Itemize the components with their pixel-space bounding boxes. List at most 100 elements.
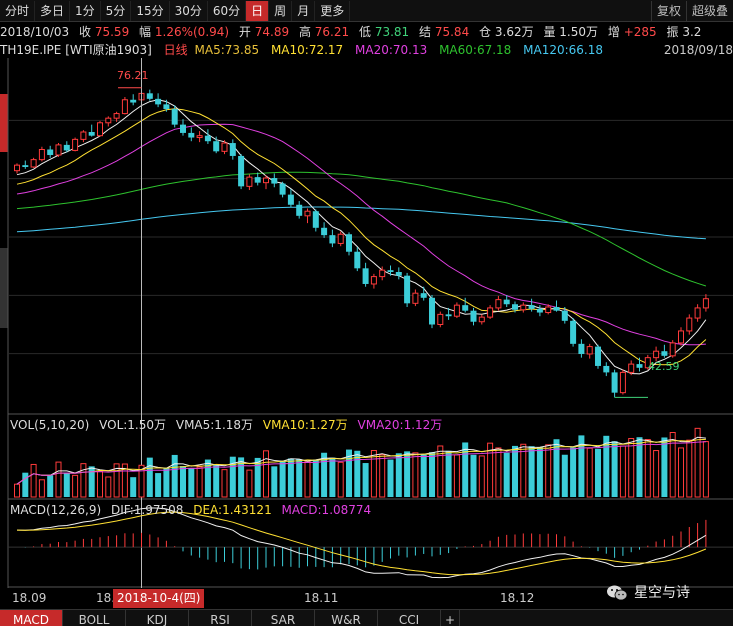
period-tab[interactable]: 15分 (131, 0, 170, 21)
candle-body (686, 317, 693, 332)
indicator-tab[interactable]: MACD (0, 610, 63, 626)
candle-body (130, 99, 137, 103)
candle-body (321, 227, 328, 236)
candle-body (346, 234, 352, 252)
candle-body (611, 372, 618, 393)
wechat-icon (607, 585, 628, 601)
ma5-line (16, 99, 707, 375)
candle-body (661, 351, 668, 356)
candle-body (487, 307, 494, 318)
indicator-tab[interactable]: SAR (252, 610, 315, 626)
volume-bar (379, 454, 386, 498)
line-type[interactable]: 日线 (163, 43, 188, 57)
indicator-tab[interactable]: W&R (315, 610, 378, 626)
candle-body (354, 251, 361, 269)
quote-info-bar: 2018/10/03 收 75.59 幅 1.26%(0.94) 开 74.89… (0, 22, 733, 42)
volume-bar (603, 435, 610, 497)
volume-bar (370, 450, 377, 498)
volume-bar (628, 438, 635, 498)
candle-body (22, 165, 29, 167)
vol-indicator-name[interactable]: VOL(5,10,20) (10, 418, 90, 432)
indicator-tab[interactable]: RSI (189, 610, 252, 626)
period-tab[interactable]: 更多 (315, 0, 351, 21)
x-tick-label: 18. (96, 591, 116, 605)
indicator-tab[interactable]: KDJ (126, 610, 189, 626)
period-tab[interactable]: 周 (269, 0, 293, 21)
candle-body (38, 149, 45, 161)
candle-body (213, 141, 220, 152)
volume-bar (171, 454, 178, 497)
candle-body (163, 104, 170, 109)
change-value: 1.26%(0.94) (154, 25, 230, 39)
volume-bar (55, 461, 62, 498)
candle-body (362, 268, 369, 284)
candle-body (196, 135, 203, 139)
candle-body (180, 124, 186, 133)
volume-bar (213, 464, 220, 497)
volume-bar (420, 454, 427, 497)
candle-body (238, 155, 245, 187)
candle-body (653, 350, 660, 359)
candle-body (536, 308, 543, 313)
candle-body (395, 272, 402, 276)
vma20-line (16, 441, 706, 485)
period-tabbar: 分时 多日 1分 5分 15分 30分 60分日周月更多 复权 超级叠 (0, 0, 733, 22)
candle-body (55, 144, 62, 156)
volume-bar (437, 445, 444, 498)
volume-bar (130, 477, 137, 497)
macd-indicator-name[interactable]: MACD(12,26,9) (10, 503, 102, 517)
info-date: 2018/10/03 (0, 25, 70, 39)
candle-body (296, 204, 303, 216)
period-tab[interactable]: 月 (292, 0, 316, 21)
volume-bar (312, 459, 319, 497)
volume-bar (478, 455, 485, 498)
candle-body (105, 117, 112, 124)
vma5-line (16, 436, 706, 485)
volume-bar (105, 476, 112, 498)
low-label: 低 (358, 25, 371, 39)
change-label: 幅 (139, 25, 152, 39)
candle-body (287, 194, 294, 205)
volume-bar (304, 460, 311, 498)
candle-body (603, 365, 610, 373)
period-tab[interactable]: 60分 (208, 0, 247, 21)
amp-value: 3.2 (682, 25, 702, 39)
volume-bar (462, 442, 469, 497)
dif-line (16, 507, 707, 579)
volume-bar (470, 454, 477, 497)
volume-bar (512, 445, 518, 497)
top-right-tab[interactable]: 复权 (650, 0, 686, 21)
top-right-tab[interactable]: 超级叠 (685, 0, 733, 21)
period-tab[interactable]: 日 (246, 0, 270, 21)
candle-body (512, 304, 518, 310)
volume-bar (121, 463, 128, 498)
period-tab[interactable]: 30分 (170, 0, 208, 21)
ma20-line (16, 123, 706, 346)
add-indicator-button[interactable]: + (441, 610, 460, 626)
ma20-legend: MA20:70.13 (355, 43, 428, 57)
volume-bar (495, 447, 502, 498)
period-tab[interactable]: 分时 (0, 0, 36, 21)
volume-bar (528, 446, 535, 497)
period-tab[interactable]: 1分 (70, 0, 101, 21)
period-tab[interactable]: 多日 (35, 0, 71, 21)
vma10-value: VMA10:1.27万 (262, 418, 348, 432)
indicator-tab[interactable]: BOLL (63, 610, 126, 626)
candle-body (545, 306, 552, 314)
volume-bar (38, 479, 45, 498)
period-tab[interactable]: 5分 (101, 0, 132, 21)
candle-body (72, 138, 79, 151)
volume-bar (395, 453, 402, 497)
oi-label: 仓 (479, 25, 492, 39)
indicator-tab[interactable]: CCI (378, 610, 441, 626)
volume-bar (80, 463, 87, 498)
candle-body (246, 176, 253, 187)
volume-bar (561, 454, 568, 497)
candle-body (97, 122, 103, 137)
candle-body (636, 364, 643, 368)
volume-bar (321, 452, 328, 497)
ma120-line (16, 206, 706, 240)
volume-bar (412, 452, 419, 498)
volume-bar (445, 450, 452, 497)
